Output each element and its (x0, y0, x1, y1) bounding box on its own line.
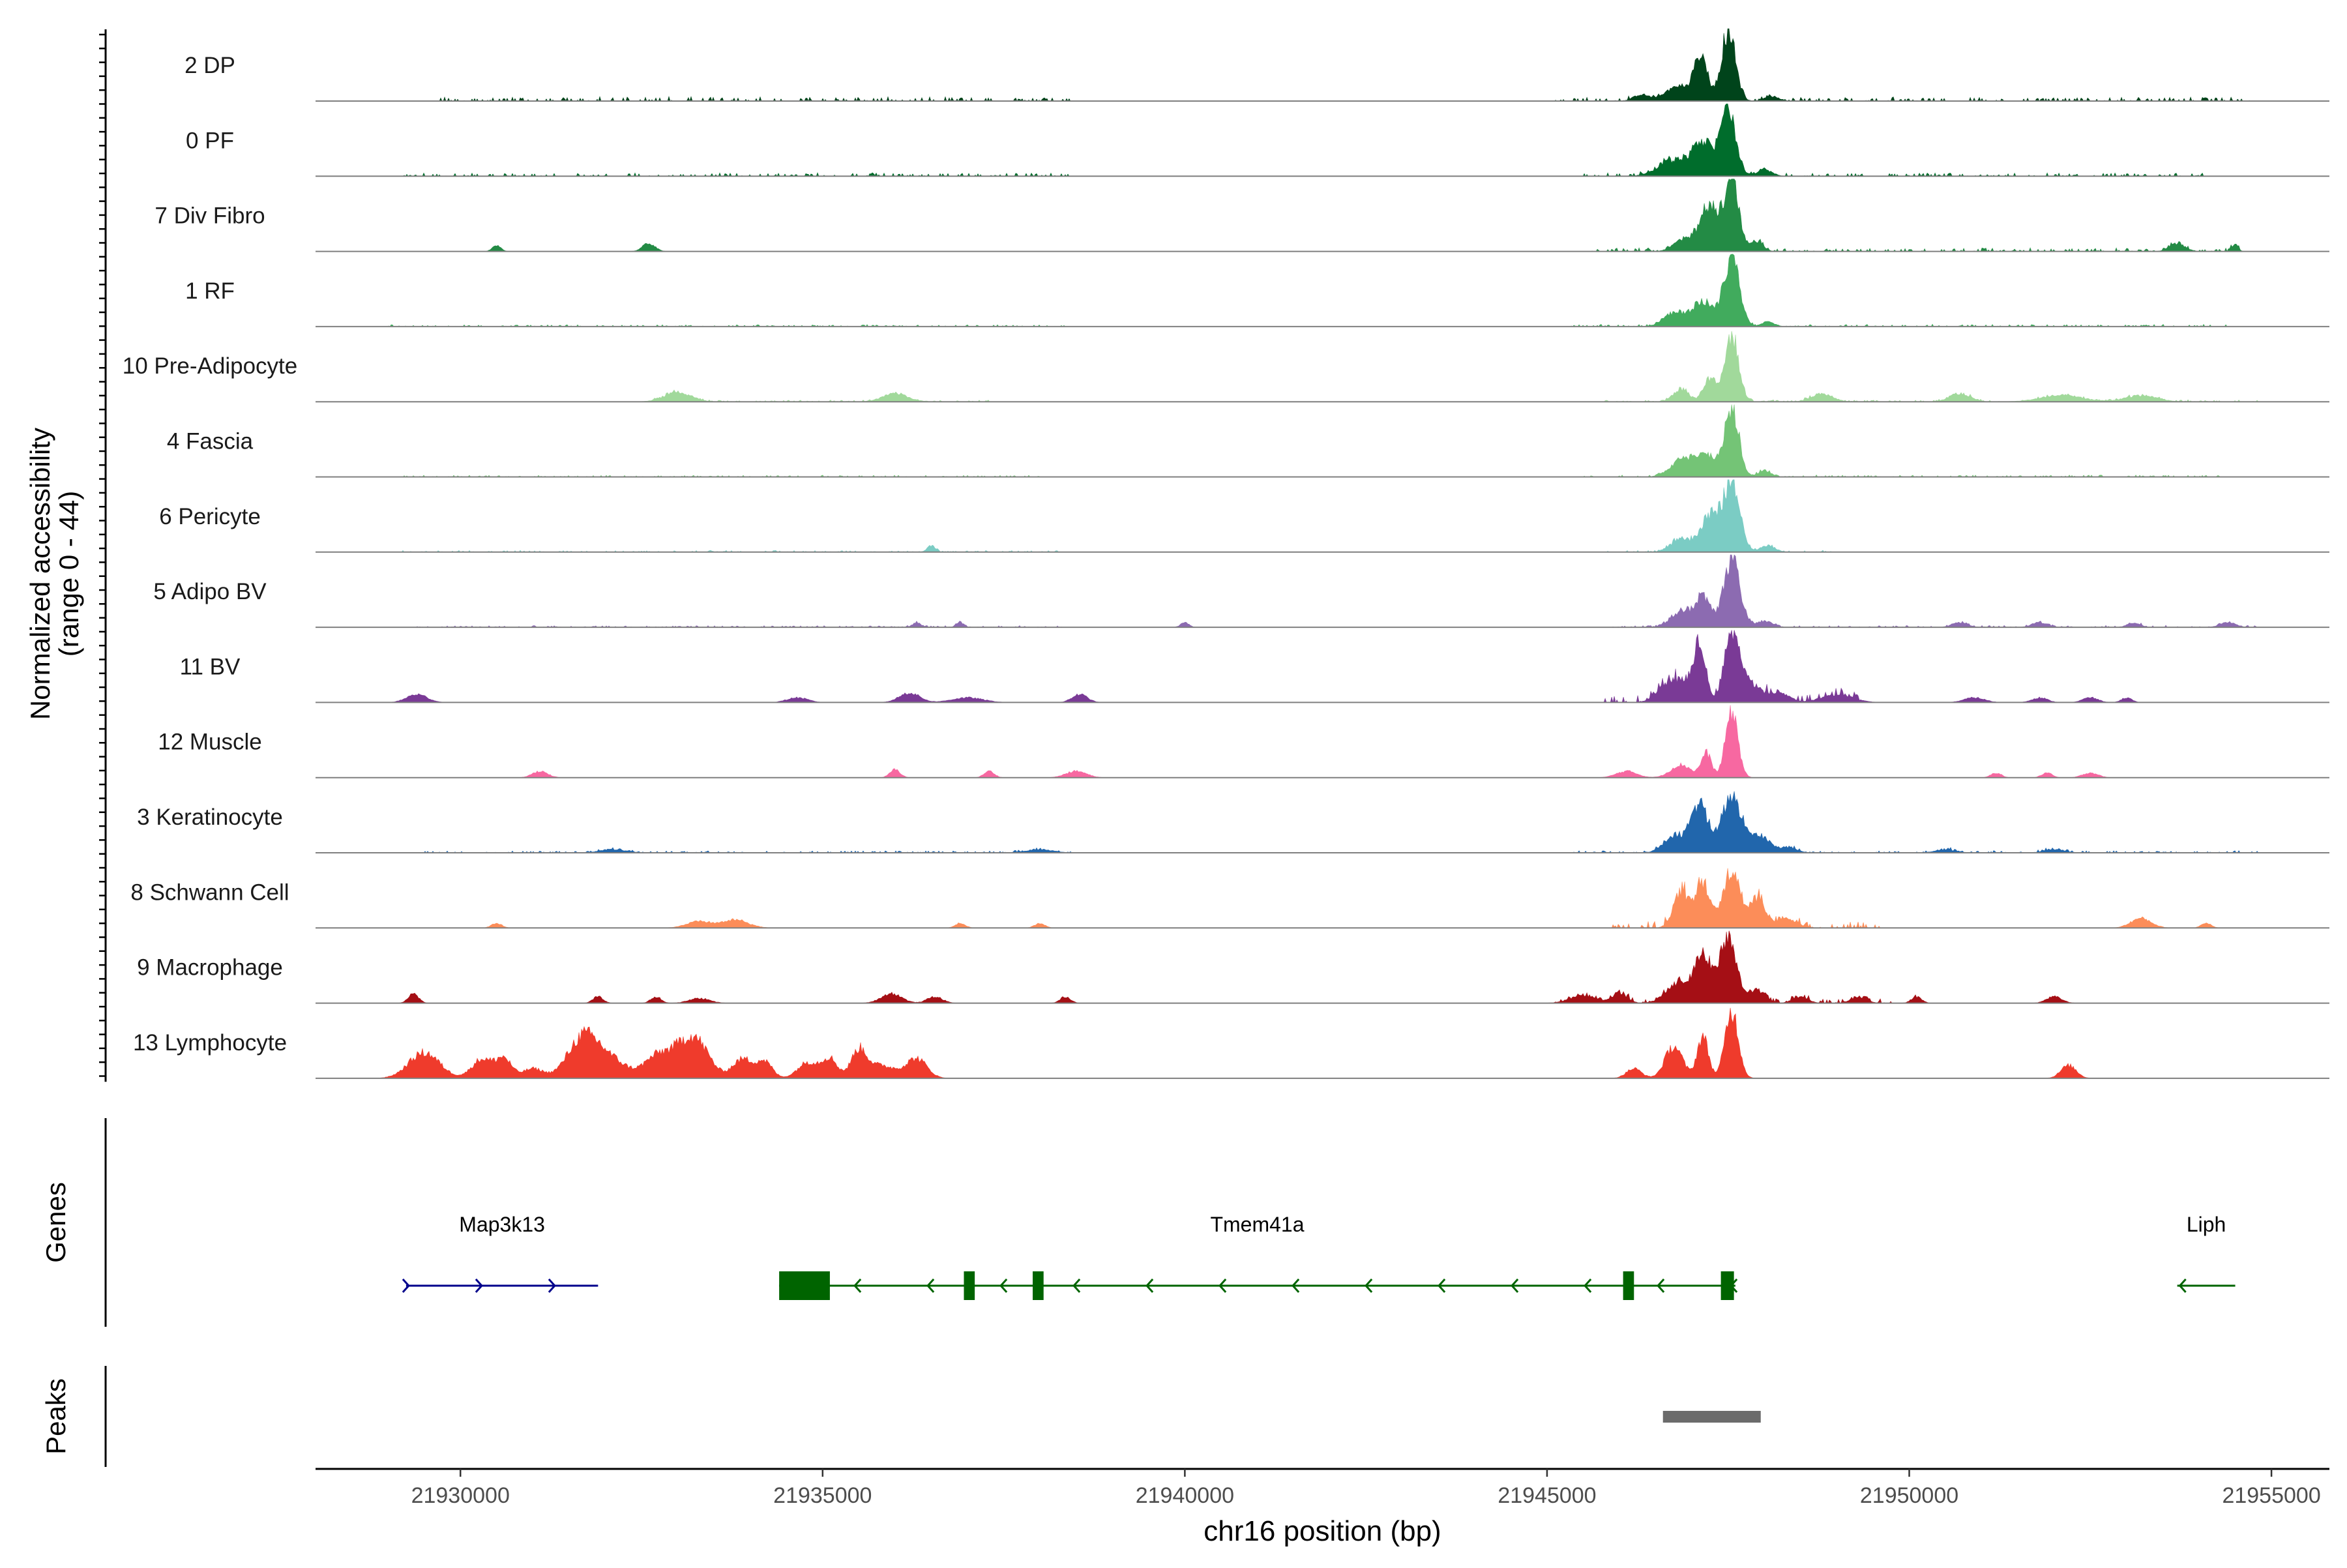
coverage-area-7 (316, 554, 2329, 628)
coverage-area-12 (316, 930, 2329, 1004)
strand-chevron (1072, 1278, 1081, 1294)
coverage-area-5 (316, 404, 2329, 478)
coverage-area-13 (316, 1007, 2329, 1079)
track-label: 13 Lymphocyte (133, 1030, 287, 1056)
coverage-area-3 (316, 254, 2329, 327)
strand-chevron (402, 1278, 410, 1294)
strand-chevron (475, 1278, 483, 1294)
x-tick-label: 21950000 (1860, 1483, 1958, 1508)
track-label: 12 Muscle (158, 730, 262, 755)
y-axis-range-label: (range 0 - 44) (53, 491, 84, 657)
strand-chevron (2178, 1278, 2187, 1294)
coverage-area-2 (316, 179, 2329, 252)
gene-exon (964, 1271, 975, 1300)
coverage-area-8 (316, 630, 2329, 703)
coverage-area-4 (316, 331, 2329, 402)
track-label: 4 Fascia (167, 429, 254, 454)
track-label: 1 RF (185, 278, 235, 304)
strand-chevron (1584, 1278, 1592, 1294)
coverage-area-0 (316, 28, 2329, 102)
track-label: 3 Keratinocyte (137, 805, 283, 830)
peak-region (1662, 1411, 1761, 1423)
track-label: 5 Adipo BV (153, 579, 267, 604)
track-label: 7 Div Fibro (155, 203, 265, 229)
coverage-area-10 (316, 791, 2329, 853)
gene-label: Liph (2187, 1213, 2226, 1236)
coverage-area-6 (316, 479, 2329, 553)
track-label: 10 Pre-Adipocyte (123, 353, 297, 379)
track-label: 6 Pericyte (159, 504, 261, 529)
track-label: 0 PF (186, 128, 234, 153)
strand-chevron (999, 1278, 1008, 1294)
strand-chevron (1292, 1278, 1300, 1294)
x-tick-label: 21930000 (411, 1483, 510, 1508)
x-tick-label: 21940000 (1136, 1483, 1234, 1508)
x-tick-label: 21955000 (2222, 1483, 2320, 1508)
strand-chevron (853, 1278, 862, 1294)
x-tick-label: 21935000 (773, 1483, 872, 1508)
track-label: 8 Schwann Cell (130, 880, 289, 905)
coverage-area-1 (316, 104, 2329, 177)
x-tick-label: 21945000 (1498, 1483, 1596, 1508)
gene-exon (779, 1271, 830, 1300)
strand-chevron (1438, 1278, 1446, 1294)
strand-chevron (1218, 1278, 1227, 1294)
strand-chevron (1145, 1278, 1154, 1294)
strand-chevron (1511, 1278, 1519, 1294)
strand-chevron (548, 1278, 556, 1294)
track-label: 2 DP (185, 53, 235, 78)
peaks-panel-label: Peaks (40, 1378, 71, 1455)
track-label: 11 BV (180, 654, 241, 679)
x-axis-label: chr16 position (bp) (1203, 1515, 1441, 1547)
gene-label: Tmem41a (1210, 1213, 1304, 1236)
gene-label: Map3k13 (459, 1213, 545, 1236)
genes-panel-label: Genes (40, 1182, 71, 1263)
strand-chevron (1365, 1278, 1373, 1294)
y-axis-label: Normalized accessibility (25, 428, 55, 720)
gene-exon (1720, 1271, 1734, 1300)
gene-exon (1623, 1271, 1634, 1300)
coverage-area-11 (316, 868, 2329, 929)
gene-exon (1033, 1271, 1044, 1300)
coverage-area-9 (316, 705, 2329, 778)
strand-chevron (1657, 1278, 1665, 1294)
track-label: 9 Macrophage (137, 955, 283, 981)
strand-chevron (926, 1278, 935, 1294)
